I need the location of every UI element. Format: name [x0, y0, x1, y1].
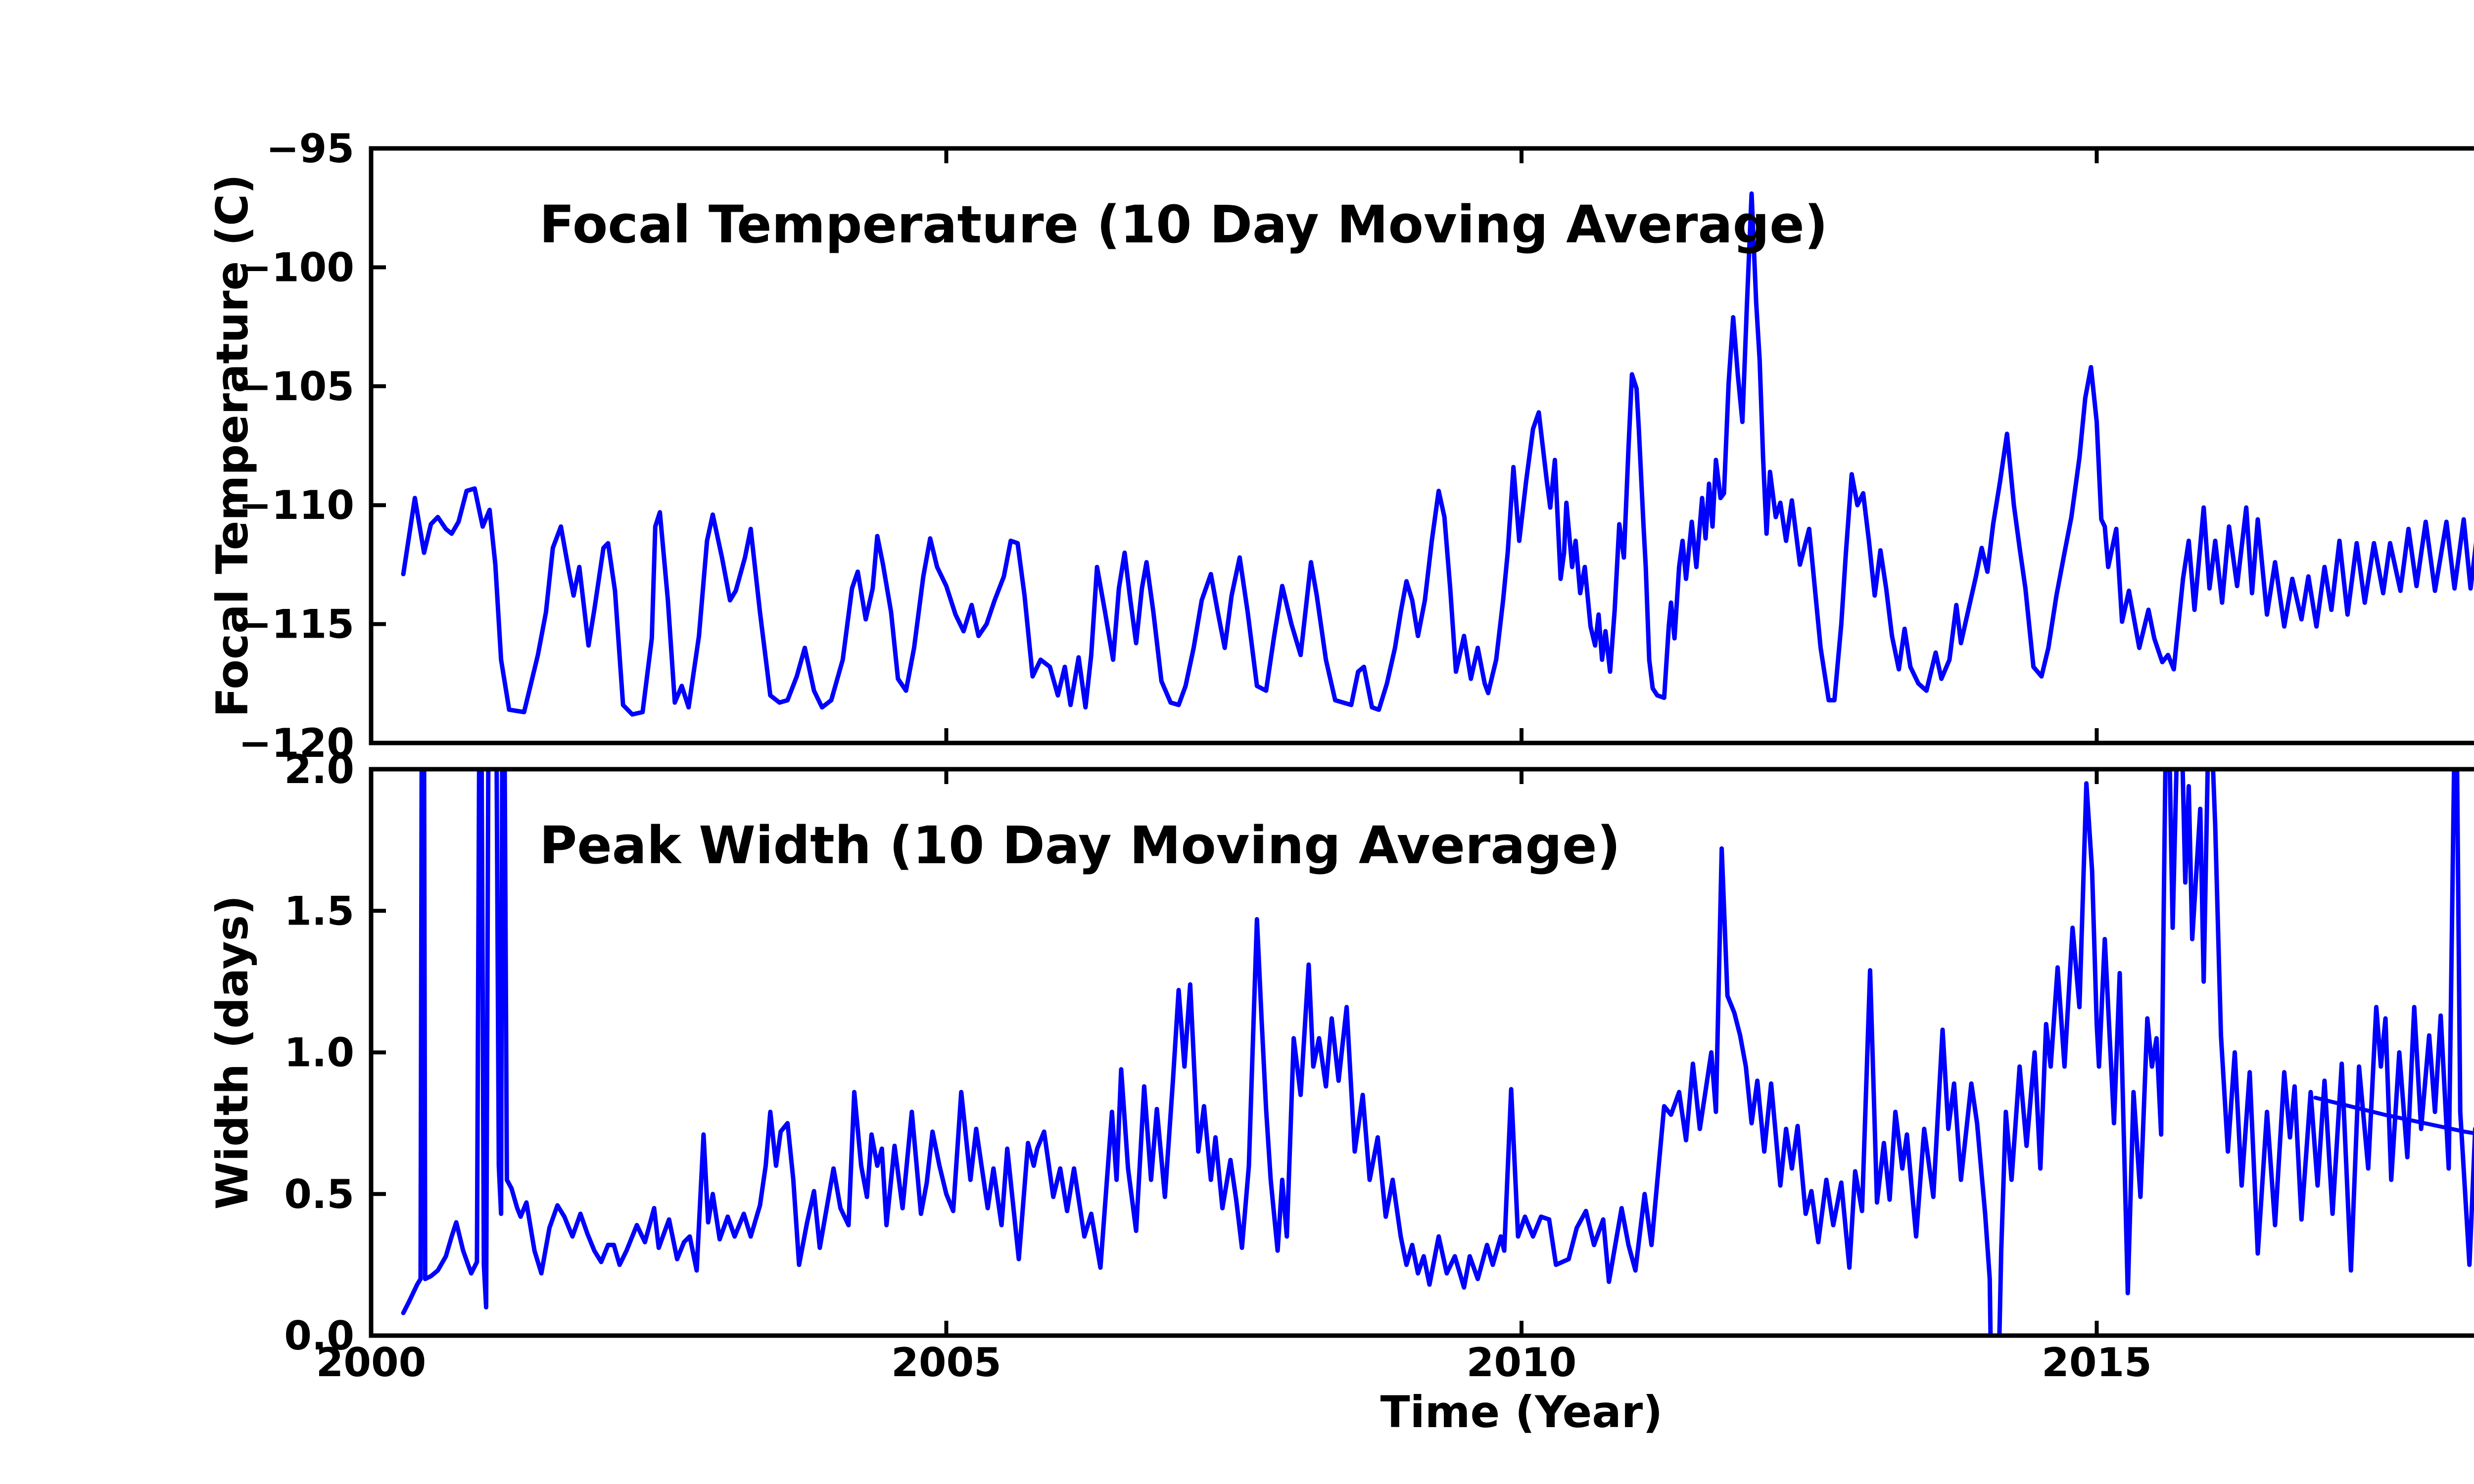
x-tick-label: 2010 — [1467, 1340, 1577, 1386]
series-peak_width_days — [401, 769, 2474, 1336]
bottom-panel-title: Peak Width (10 Day Moving Average) — [539, 815, 1620, 876]
y-tick-label: 1.5 — [284, 888, 354, 934]
y-tick-label: −105 — [238, 364, 354, 410]
x-tick-label: 2015 — [2042, 1340, 2152, 1386]
series-smooth_trend_overlay — [2313, 1096, 2474, 1135]
y-tick-label: −95 — [266, 126, 354, 172]
top-panel-title: Focal Temperature (10 Day Moving Average… — [539, 194, 1828, 255]
x-tick-label: 2000 — [316, 1340, 427, 1386]
bottom-panel: 0.00.51.01.52.020002005201020152020Peak … — [207, 746, 2474, 1386]
y-tick-label: −120 — [238, 720, 354, 766]
y-tick-label: 0.0 — [284, 1313, 354, 1359]
y-tick-label: 1.0 — [284, 1030, 354, 1076]
top-y-axis-label: Focal Temperature (C) — [207, 174, 258, 717]
bottom-y-axis-label: Width (days) — [207, 895, 258, 1209]
y-tick-label: 0.5 — [284, 1171, 354, 1217]
y-tick-label: 2.0 — [284, 746, 354, 792]
x-axis-label: Time (Year) — [1380, 1387, 1663, 1438]
series-focal_temperature_c — [401, 191, 2474, 717]
y-tick-label: −100 — [238, 244, 354, 290]
x-tick-label: 2005 — [891, 1340, 1001, 1386]
y-tick-label: −110 — [238, 482, 354, 528]
y-tick-label: −115 — [238, 602, 354, 648]
